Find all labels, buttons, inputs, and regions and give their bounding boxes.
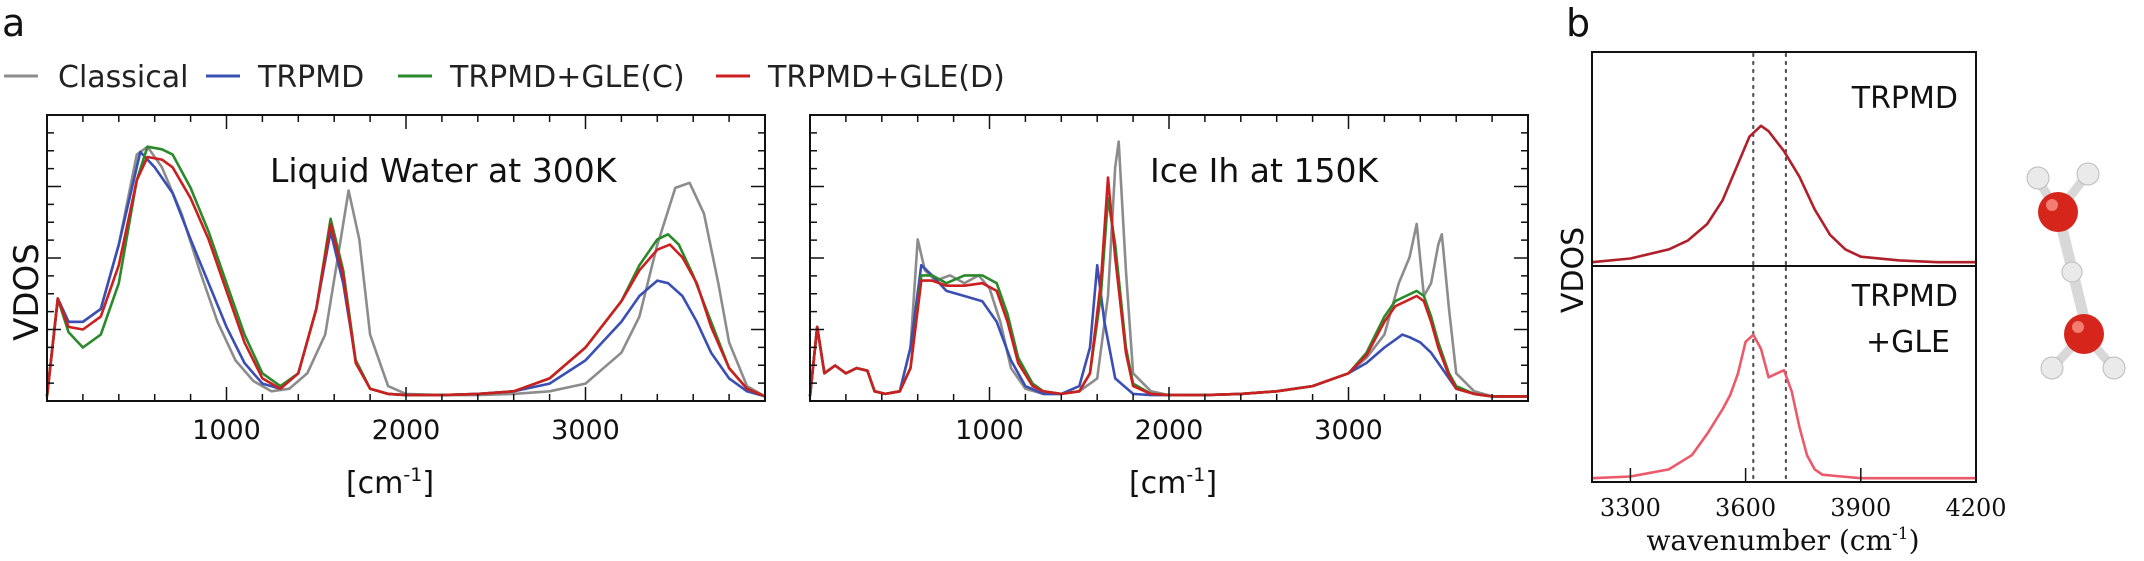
x-axis-label-ice-ih-end: ] bbox=[1205, 466, 1217, 501]
y-axis-label-b: VDOS bbox=[1556, 227, 1591, 313]
x-axis-label-b-sup: -1 bbox=[1892, 524, 1909, 544]
x-axis-label-b-end: ) bbox=[1909, 524, 1920, 557]
annotation-b-trpmd: TRPMD bbox=[1851, 81, 1958, 116]
x-axis-label-liquid-water: [cm-1] bbox=[346, 464, 434, 501]
x-tick-label-ice-ih-1: 2000 bbox=[1135, 415, 1204, 446]
x-tick-label-ice-ih-2: 3000 bbox=[1314, 415, 1383, 446]
plot-b-trpmd-gle: 3300 3600 3900 4200 TRPMD +GLE wavenumber (… bbox=[1591, 265, 2007, 557]
panel-label-a: a bbox=[2, 1, 25, 45]
plot-frame-liquid-water bbox=[46, 114, 766, 402]
panel-title-ice-ih: Ice Ih at 150K bbox=[1150, 151, 1379, 190]
x-axis-label-liquid-water-base: [cm bbox=[346, 466, 403, 501]
annotation-b-line-1: TRPMD bbox=[1851, 279, 1958, 314]
x-tick-label-ice-ih-0: 1000 bbox=[955, 415, 1024, 446]
x-tick-label-b-trpmd-gle-1: 3600 bbox=[1715, 494, 1776, 522]
series-trpmd-gle-d-liquid-water bbox=[45, 155, 766, 398]
x-tick-label-liquid-water-1: 2000 bbox=[372, 415, 441, 446]
series-curve-b-trpmd-gle bbox=[1591, 333, 1976, 480]
plot-ice-ih: 1000 2000 3000 Ice Ih at 150K [cm-1] bbox=[808, 114, 1529, 501]
plot-b-trpmd: TRPMD bbox=[1591, 51, 1977, 267]
x-tick-label-liquid-water-2: 3000 bbox=[551, 415, 620, 446]
x-axis-label-b-base: wavenumber (cm bbox=[1646, 524, 1892, 557]
legend-label-trpmd: TRPMD bbox=[257, 60, 364, 95]
x-axis-label-liquid-water-end: ] bbox=[422, 466, 434, 501]
legend-label-classical: Classical bbox=[58, 60, 188, 95]
annotation-b-line-2: +GLE bbox=[1866, 325, 1950, 360]
legend-label-trpmd-gle-d: TRPMD+GLE(D) bbox=[767, 60, 1005, 95]
x-tick-label-b-trpmd-gle-3: 4200 bbox=[1945, 494, 2006, 522]
series-trpmd-ice-ih bbox=[808, 263, 1528, 398]
x-tick-label-liquid-water-0: 1000 bbox=[192, 415, 261, 446]
y-axis-label-a: VDOS bbox=[7, 243, 47, 341]
x-tick-label-b-trpmd-gle-0: 3300 bbox=[1600, 494, 1661, 522]
legend: Classical TRPMD TRPMD+GLE(C) TRPMD+GLE(D… bbox=[4, 60, 1005, 95]
x-axis-label-ice-ih-sup: -1 bbox=[1186, 464, 1205, 486]
legend-label-trpmd-gle-c: TRPMD+GLE(C) bbox=[449, 60, 685, 95]
series-curve-b-trpmd bbox=[1591, 124, 1976, 264]
x-axis-label-ice-ih: [cm-1] bbox=[1129, 464, 1217, 501]
x-axis-label-liquid-water-sup: -1 bbox=[403, 464, 422, 486]
panel-label-b: b bbox=[1566, 1, 1590, 45]
plot-frame-b-trpmd-gle bbox=[1591, 265, 1977, 483]
x-axis-label-b: wavenumber (cm-1) bbox=[1646, 524, 1919, 557]
x-axis-label-ice-ih-base: [cm bbox=[1129, 466, 1186, 501]
panel-title-liquid-water: Liquid Water at 300K bbox=[270, 151, 618, 190]
x-tick-label-b-trpmd-gle-2: 3900 bbox=[1830, 494, 1891, 522]
water-dimer-illustration bbox=[2026, 162, 2126, 380]
series-trpmd-gle-d-ice-ih bbox=[808, 176, 1528, 398]
plot-frame-ice-ih bbox=[809, 114, 1529, 402]
plot-liquid-water: 1000 2000 3000 Liquid Water at 300K [cm-1] bbox=[45, 114, 766, 501]
